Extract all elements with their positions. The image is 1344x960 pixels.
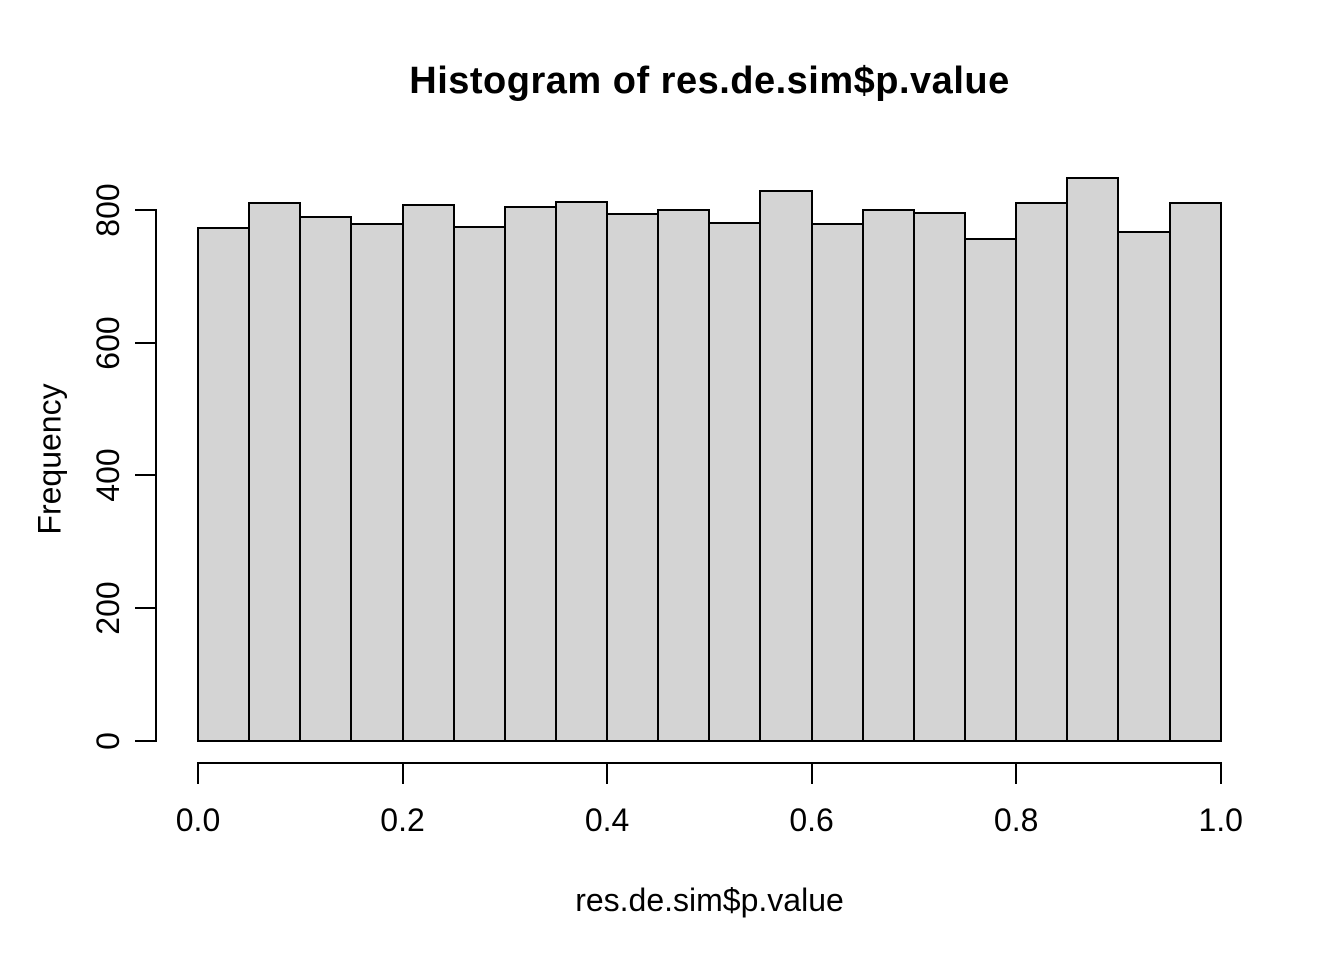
x-tick-label: 0.0 [175,802,221,838]
x-axis-label: res.de.sim$p.value [575,882,844,918]
y-tick [134,474,155,477]
histogram-bar [861,208,915,742]
histogram-bar [606,212,660,742]
x-axis-line [197,762,1222,764]
histogram-bar [248,201,302,742]
histogram-bar [554,200,609,742]
x-tick [401,764,404,784]
histogram-bar [964,238,1018,742]
x-tick [606,764,609,784]
x-tick [810,764,813,784]
y-axis-line [154,208,157,742]
y-tick [134,208,155,211]
histogram-bar [401,204,455,742]
y-tick-label: 800 [90,183,126,237]
histogram-bar [350,222,404,742]
histogram-bar [452,226,506,742]
histogram-bar [1168,201,1222,742]
y-tick-label: 200 [90,581,126,635]
histogram-bar [708,221,762,742]
chart-title: Histogram of res.de.sim$p.value [409,60,1010,102]
histogram-bar [299,215,353,742]
x-tick-label: 0.6 [789,802,834,838]
histogram-bar [503,206,557,742]
x-tick [1219,764,1222,784]
x-tick [197,764,199,784]
y-axis-label: Frequency [31,383,68,535]
histogram-bar [1117,231,1171,742]
x-tick-label: 0.2 [380,802,425,838]
y-tick-label: 600 [90,315,126,370]
y-tick-label: 400 [90,448,126,502]
histogram-bar [1066,177,1120,742]
histogram-bar [657,208,711,742]
x-tick-label: 0.8 [993,802,1039,838]
x-tick-label: 1.0 [1198,802,1243,838]
histogram-bar [1015,201,1069,742]
histogram-bar [810,222,864,742]
y-tick [134,607,155,609]
histogram-bar [912,211,966,742]
histogram-bar [759,189,813,742]
y-tick-label: 0 [90,731,126,750]
y-tick [134,341,155,344]
y-tick [134,739,155,742]
x-tick [1015,764,1018,784]
x-tick-label: 0.4 [584,802,630,838]
histogram-bar [197,227,251,742]
